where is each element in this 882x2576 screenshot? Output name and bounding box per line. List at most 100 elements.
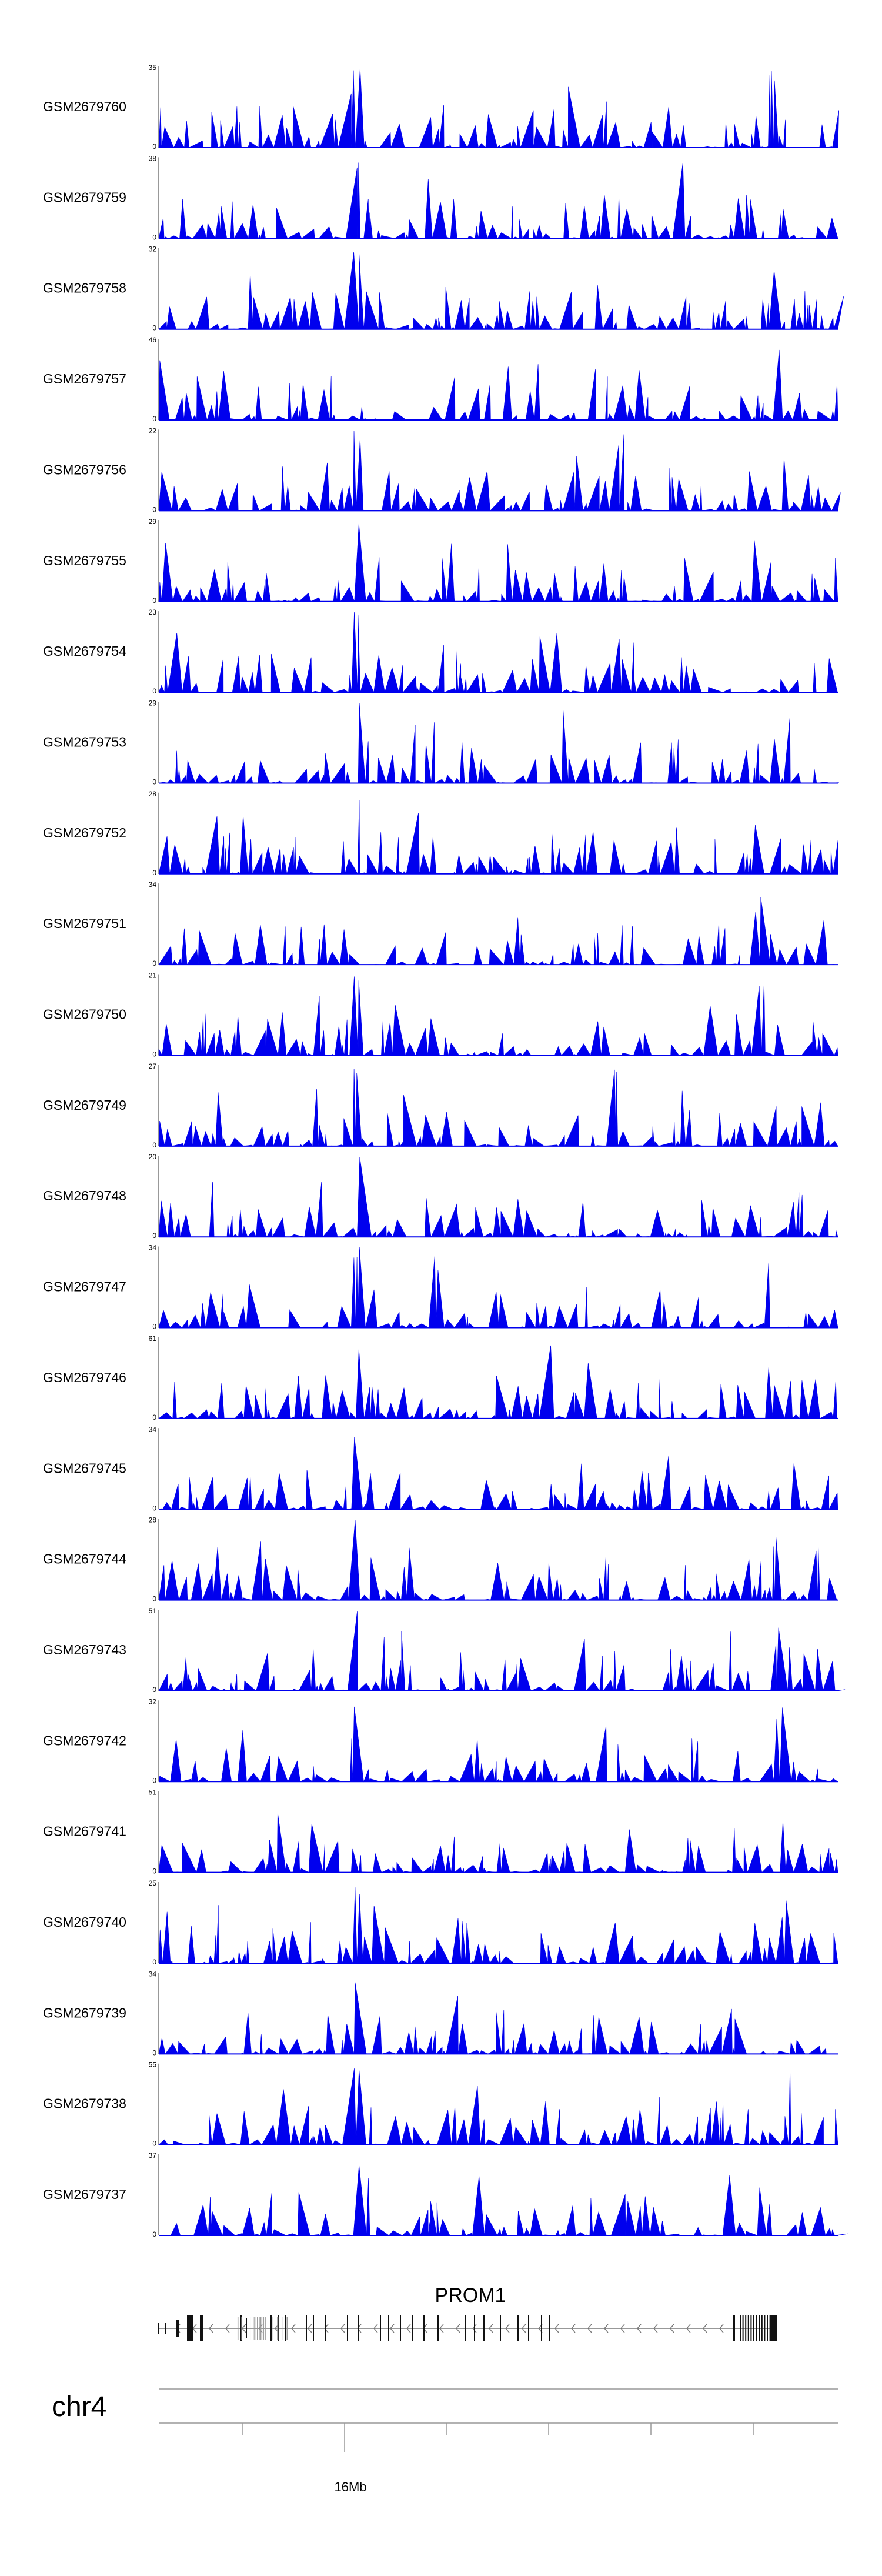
y-tick-max-label: 46 [149,336,157,344]
gene-exon [756,2315,757,2341]
gene-exon [287,2317,288,2340]
y-tick-max-label: 34 [149,880,157,889]
strand-chevron [439,2324,444,2333]
gene-exon [200,2315,203,2341]
y-tick-zero-label: 0 [152,324,156,332]
strand-chevron [554,2324,559,2333]
gene-exon [412,2315,413,2341]
y-tick-max-label: 32 [149,245,157,253]
gene-exon [465,2315,466,2341]
y-tick-max-label: 20 [149,1153,157,1161]
strand-chevron [686,2324,691,2333]
gene-exon [241,2317,242,2340]
track-GSM2679746: GSM2679746 61 0 [43,1334,838,1422]
coverage-area [158,800,838,875]
gene-exon [500,2315,501,2341]
gene-exon [187,2315,193,2341]
track-GSM2679747: GSM2679747 34 0 [43,1244,838,1331]
y-tick-max-label: 51 [149,1607,157,1615]
gene-exon [541,2315,542,2341]
gene-exon [263,2317,265,2340]
track-label: GSM2679752 [43,825,126,840]
gene-exon [423,2315,425,2341]
y-tick-zero-label: 0 [152,596,156,605]
chromosome-label: chr4 [52,2391,106,2422]
track-label: GSM2679755 [43,553,126,568]
strand-chevron [489,2324,493,2333]
gene-exon [259,2317,260,2340]
track-label: GSM2679754 [43,643,126,659]
strand-chevron [406,2324,411,2333]
y-tick-zero-label: 0 [152,1504,156,1512]
coverage-area [158,431,841,512]
track-GSM2679740: GSM2679740 25 0 [43,1879,838,1966]
gene-exon [240,2315,242,2341]
y-tick-zero-label: 0 [152,2048,156,2057]
y-tick-zero-label: 0 [152,1686,156,1694]
gene-name-label: PROM1 [435,2284,506,2307]
track-label: GSM2679753 [43,734,126,749]
coverage-area [158,68,839,149]
track-GSM2679756: GSM2679756 22 0 [43,426,841,513]
strand-chevron [719,2324,724,2333]
y-tick-max-label: 37 [149,2151,157,2160]
track-label: GSM2679744 [43,1551,126,1567]
track-label: GSM2679757 [43,371,126,386]
genome-axis: chr4 16Mb [52,2388,838,2494]
y-tick-max-label: 27 [149,1062,157,1070]
gene-exon [528,2315,529,2341]
y-tick-max-label: 28 [149,1516,157,1524]
track-label: GSM2679760 [43,99,126,114]
coverage-area [158,1520,837,1601]
gene-exon [759,2315,760,2341]
gene-exon [750,2315,752,2341]
y-tick-zero-label: 0 [152,233,156,241]
coverage-area [158,612,838,693]
gene-exon [313,2315,314,2341]
strand-chevron [637,2324,642,2333]
track-label: GSM2679743 [43,1642,126,1657]
track-GSM2679739: GSM2679739 34 0 [43,1970,838,2057]
track-GSM2679760: GSM2679760 35 0 [43,64,839,151]
track-label: GSM2679745 [43,1460,126,1476]
y-tick-zero-label: 0 [152,505,156,513]
y-tick-max-label: 34 [149,1425,157,1433]
track-label: GSM2679749 [43,1097,126,1113]
track-GSM2679745: GSM2679745 34 0 [43,1425,838,1512]
coverage-area [158,703,839,784]
gene-exon [158,2323,159,2334]
gene-exon [380,2315,381,2341]
strand-chevron [670,2324,674,2333]
coverage-area [158,2068,838,2145]
y-tick-max-label: 35 [149,64,157,72]
coverage-area [158,1157,838,1238]
gene-exon [770,2315,777,2341]
coverage-area [158,897,838,966]
coverage-area [158,976,838,1056]
tracks-layer: GSM2679760350GSM2679759380GSM2679758320G… [43,64,848,2238]
track-GSM2679758: GSM2679758 32 0 [43,245,844,332]
track-label: GSM2679748 [43,1188,126,1203]
track-label: GSM2679737 [43,2187,126,2202]
gene-exon [277,2317,278,2340]
track-label: GSM2679758 [43,281,126,296]
coverage-area [158,349,838,421]
strand-chevron [340,2324,345,2333]
strand-chevron [258,2324,263,2333]
y-tick-zero-label: 0 [152,1232,156,1240]
y-tick-zero-label: 0 [152,142,156,151]
gene-exon [306,2315,307,2341]
gene-exon [517,2315,519,2341]
strand-chevron [653,2324,658,2333]
coverage-area [158,1069,838,1147]
gene-exon [257,2317,258,2340]
track-label: GSM2679741 [43,1824,126,1839]
track-GSM2679742: GSM2679742 32 0 [43,1697,838,1784]
strand-chevron [587,2324,592,2333]
track-label: GSM2679740 [43,1914,126,1930]
gene-exon [176,2320,179,2337]
strand-chevron [308,2324,312,2333]
y-tick-max-label: 34 [149,1244,157,1252]
coverage-area [158,162,838,239]
gene-exon [745,2315,747,2341]
